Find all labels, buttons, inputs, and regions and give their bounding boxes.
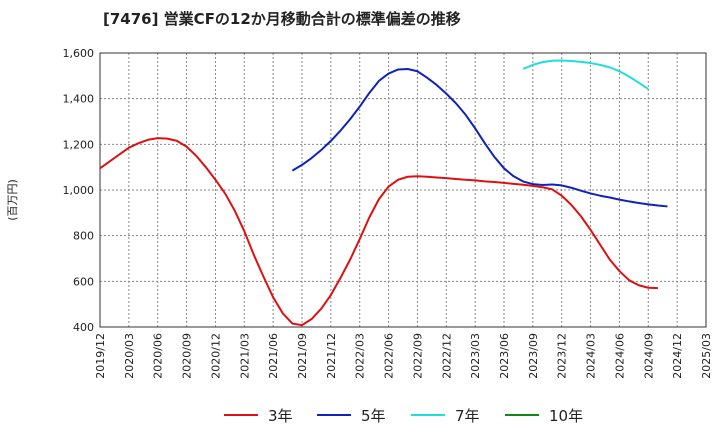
x-tick-label: 2020/12 (209, 333, 222, 379)
y-axis-label: (百万円) (6, 179, 19, 221)
x-tick-label: 2022/12 (440, 333, 453, 379)
x-tick-label: 2024/09 (642, 333, 655, 379)
legend-item: 7年 (411, 404, 480, 426)
legend-label: 10年 (549, 406, 584, 425)
x-tick-label: 2023/12 (556, 333, 569, 379)
series-lines (99, 59, 668, 327)
legend-swatch (317, 414, 351, 416)
series-line (99, 137, 658, 327)
legend-swatch (505, 414, 539, 416)
x-tick-label: 2019/12 (94, 333, 107, 379)
y-tick-label: 400 (73, 321, 94, 334)
legend-label: 5年 (361, 406, 386, 425)
grid (100, 53, 706, 327)
legend-item: 5年 (317, 404, 386, 426)
x-tick-label: 2021/06 (267, 333, 280, 379)
x-tick-label: 2020/09 (181, 333, 194, 379)
legend: 3年 5年 7年 10年 (0, 404, 720, 428)
x-tick-label: 2023/06 (498, 333, 511, 379)
y-axis-ticks: 400 600 800 1,000 1,200 1,400 1,600 (63, 47, 95, 334)
x-tick-label: 2021/03 (238, 333, 251, 379)
x-tick-label: 2020/06 (152, 333, 165, 379)
legend-item: 10年 (505, 404, 583, 426)
legend-swatch (411, 414, 445, 416)
x-axis-ticks: 2019/12 2020/03 2020/06 2020/09 2020/12 2021/… (94, 333, 713, 379)
y-tick-label: 1,600 (63, 47, 95, 60)
x-tick-label: 2020/03 (123, 333, 136, 379)
y-tick-label: 800 (73, 230, 94, 243)
legend-item: 3年 (224, 404, 293, 426)
y-tick-label: 1,400 (63, 93, 95, 106)
legend-label: 3年 (268, 406, 293, 425)
legend-swatch (224, 414, 258, 416)
x-tick-label: 2022/06 (383, 333, 396, 379)
x-tick-label: 2022/09 (411, 333, 424, 379)
x-tick-label: 2024/03 (585, 333, 598, 379)
legend-label: 7年 (455, 406, 480, 425)
series-line (291, 67, 668, 208)
x-tick-label: 2024/12 (671, 333, 684, 379)
y-tick-label: 600 (73, 275, 94, 288)
y-tick-label: 1,000 (63, 184, 95, 197)
x-tick-label: 2023/03 (469, 333, 482, 379)
x-tick-label: 2023/09 (527, 333, 540, 379)
chart-title: [7476] 営業CFの12か月移動合計の標準偏差の推移 (103, 10, 461, 28)
plot-frame (99, 52, 707, 328)
x-tick-label: 2025/03 (700, 333, 713, 379)
x-tick-label: 2021/12 (325, 333, 338, 379)
series-line (522, 59, 649, 90)
y-tick-label: 1,200 (63, 138, 95, 151)
x-tick-label: 2022/03 (354, 333, 367, 379)
x-tick-label: 2021/09 (296, 333, 309, 379)
x-tick-label: 2024/06 (613, 333, 626, 379)
